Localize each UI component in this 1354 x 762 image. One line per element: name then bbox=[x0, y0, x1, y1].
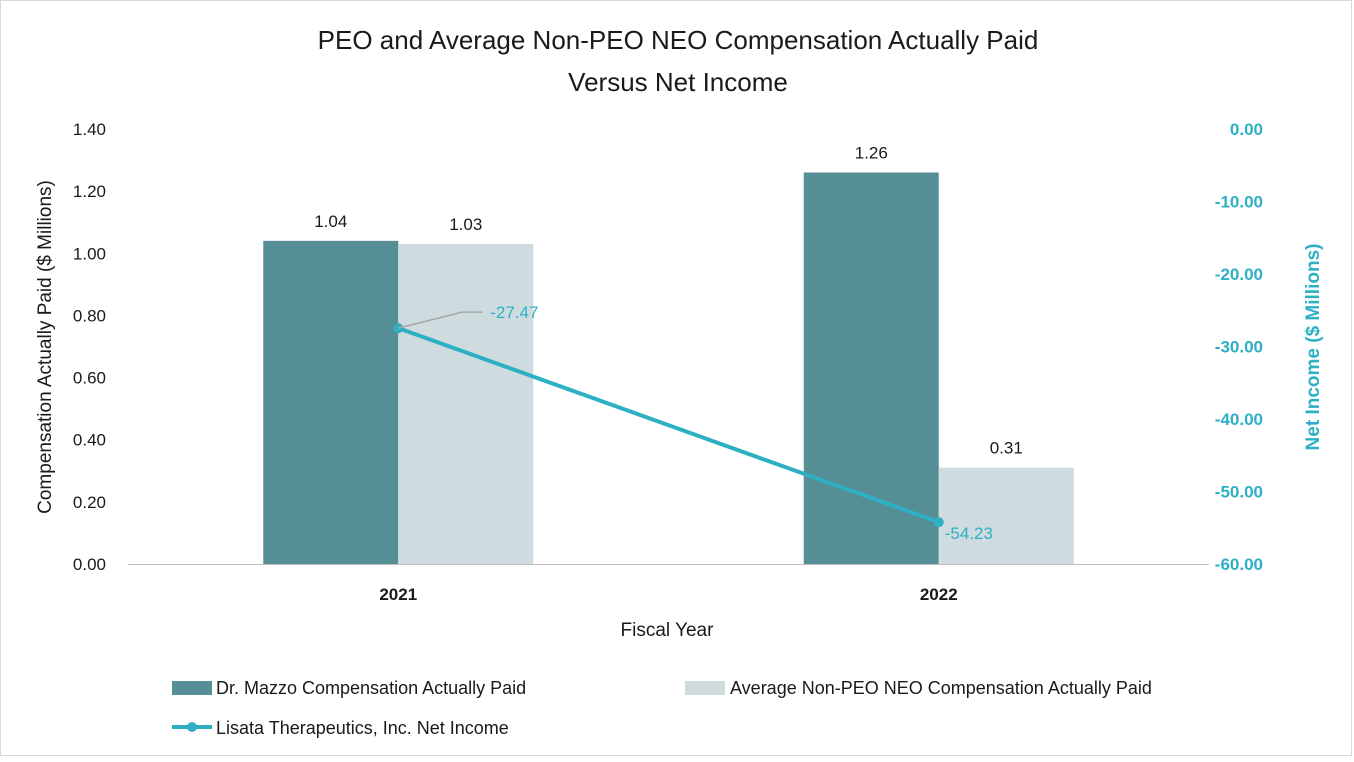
x-axis-ticks: 2021 2022 bbox=[379, 585, 957, 604]
y-tick-label: 0.60 bbox=[73, 369, 106, 388]
legend-label-net-income: Lisata Therapeutics, Inc. Net Income bbox=[216, 718, 509, 738]
x-tick-label: 2022 bbox=[920, 585, 958, 604]
y-tick-label: 1.00 bbox=[73, 244, 106, 263]
bar-data-label: 1.26 bbox=[855, 144, 888, 163]
y2-axis-label: Net Income ($ Millions) bbox=[1303, 244, 1324, 451]
y-axis-ticks: 0.00 0.20 0.40 0.60 0.80 1.00 1.20 1.40 bbox=[73, 120, 106, 574]
bar-data-label: 1.03 bbox=[449, 215, 482, 234]
net-income-marker-2022 bbox=[933, 517, 944, 528]
net-income-data-label: -27.47 bbox=[490, 303, 538, 322]
y-tick-label: 1.40 bbox=[73, 120, 106, 139]
y2-tick-label: -10.00 bbox=[1215, 193, 1263, 212]
y2-tick-label: 0.00 bbox=[1230, 120, 1263, 139]
x-axis-label: Fiscal Year bbox=[621, 620, 715, 641]
y2-tick-label: -40.00 bbox=[1215, 410, 1263, 429]
plot-area: 1.04 1.26 1.03 0.31 -27.47 -54.23 bbox=[263, 144, 1074, 564]
y-tick-label: 0.20 bbox=[73, 493, 106, 512]
x-tick-label: 2021 bbox=[379, 585, 417, 604]
chart-title-line-2: Versus Net Income bbox=[568, 67, 788, 97]
legend-label-dr-mazzo: Dr. Mazzo Compensation Actually Paid bbox=[216, 678, 526, 698]
bar-dr-mazzo-2022 bbox=[803, 172, 939, 564]
net-income-data-label: -54.23 bbox=[945, 524, 993, 543]
bar-data-label: 0.31 bbox=[990, 439, 1023, 458]
legend-label-non-peo: Average Non-PEO NEO Compensation Actuall… bbox=[730, 678, 1152, 698]
net-income-leader-line bbox=[398, 311, 483, 329]
y2-tick-label: -30.00 bbox=[1215, 338, 1263, 357]
bar-non-peo-2021 bbox=[398, 243, 534, 564]
legend: Dr. Mazzo Compensation Actually Paid Ave… bbox=[172, 678, 1152, 738]
bar-non-peo-2022 bbox=[938, 467, 1074, 564]
legend-marker-net-income bbox=[187, 722, 197, 732]
bar-dr-mazzo-2021 bbox=[263, 240, 399, 564]
y2-axis-ticks: 0.00 -10.00 -20.00 -30.00 -40.00 -50.00 -60.00 bbox=[1215, 120, 1263, 574]
y2-tick-label: -20.00 bbox=[1215, 265, 1263, 284]
net-income-line bbox=[397, 326, 940, 525]
y2-tick-label: -50.00 bbox=[1215, 483, 1263, 502]
y-tick-label: 0.40 bbox=[73, 431, 106, 450]
chart-title-line-1: PEO and Average Non-PEO NEO Compensation… bbox=[318, 25, 1039, 55]
legend-swatch-non-peo bbox=[685, 681, 725, 695]
bar-data-label: 1.04 bbox=[314, 212, 347, 231]
y-tick-label: 0.00 bbox=[73, 555, 106, 574]
y-axis-label: Compensation Actually Paid ($ Millions) bbox=[35, 180, 56, 514]
y-tick-label: 1.20 bbox=[73, 182, 106, 201]
y-tick-label: 0.80 bbox=[73, 306, 106, 325]
y2-tick-label: -60.00 bbox=[1215, 555, 1263, 574]
legend-swatch-dr-mazzo bbox=[172, 681, 212, 695]
